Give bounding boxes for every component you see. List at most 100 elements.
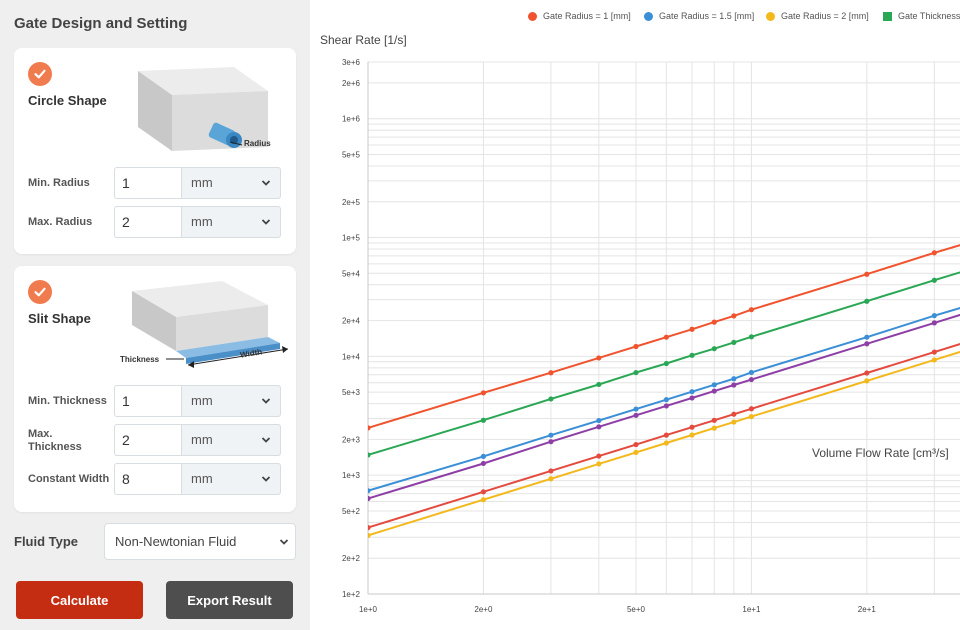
data-point[interactable]: [748, 307, 755, 313]
data-point[interactable]: [633, 406, 639, 412]
data-point[interactable]: [663, 397, 669, 403]
data-point[interactable]: [711, 388, 717, 394]
data-point[interactable]: [689, 389, 695, 395]
data-point[interactable]: [663, 440, 669, 446]
data-point[interactable]: [596, 453, 602, 459]
data-point[interactable]: [480, 417, 487, 423]
data-point[interactable]: [864, 378, 870, 384]
data-point[interactable]: [864, 298, 870, 304]
data-point[interactable]: [596, 381, 602, 388]
data-point[interactable]: [689, 326, 695, 332]
data-point[interactable]: [663, 403, 669, 409]
data-point[interactable]: [689, 424, 695, 430]
data-point[interactable]: [633, 369, 639, 376]
legend-item[interactable]: Gate Thickness: [883, 11, 960, 21]
y-tick-label: 2e+2: [342, 554, 361, 563]
data-point[interactable]: [596, 417, 602, 424]
y-tick-label: 2e+3: [342, 435, 361, 444]
data-point[interactable]: [731, 411, 737, 417]
data-point[interactable]: [480, 390, 487, 396]
data-point[interactable]: [731, 382, 737, 388]
data-point[interactable]: [931, 313, 937, 319]
data-point[interactable]: [548, 370, 554, 376]
data-point[interactable]: [365, 452, 371, 458]
data-point[interactable]: [711, 417, 717, 423]
data-point[interactable]: [931, 357, 937, 363]
max-radius-input[interactable]: [114, 206, 182, 238]
data-point[interactable]: [548, 439, 554, 445]
legend-item[interactable]: Gate Radius = 1.5 [mm]: [644, 11, 754, 21]
data-point[interactable]: [748, 414, 755, 420]
data-point[interactable]: [748, 369, 755, 376]
data-point[interactable]: [663, 432, 669, 438]
calculate-button[interactable]: Calculate: [16, 581, 143, 619]
max-radius-unit-select[interactable]: mm: [181, 206, 281, 238]
data-point[interactable]: [864, 370, 870, 376]
data-point[interactable]: [689, 432, 695, 438]
data-point[interactable]: [596, 355, 602, 361]
data-point[interactable]: [548, 432, 554, 438]
data-point[interactable]: [731, 419, 737, 425]
legend-label: Gate Thickness: [898, 11, 960, 21]
data-point[interactable]: [711, 382, 717, 388]
x-tick-label: 1e+0: [359, 605, 378, 614]
data-point[interactable]: [931, 349, 937, 355]
data-point[interactable]: [365, 525, 371, 531]
data-point[interactable]: [689, 395, 695, 401]
data-point[interactable]: [480, 497, 487, 503]
data-point[interactable]: [633, 441, 639, 448]
data-point[interactable]: [731, 313, 737, 319]
x-tick-label: 5e+0: [627, 605, 646, 614]
data-point[interactable]: [711, 346, 717, 352]
data-point[interactable]: [365, 425, 371, 431]
fluid-type-select[interactable]: Non-Newtonian Fluid: [104, 523, 296, 560]
circle-check-icon[interactable]: [28, 62, 52, 86]
data-point[interactable]: [931, 250, 937, 256]
data-point[interactable]: [864, 341, 870, 347]
data-point[interactable]: [711, 425, 717, 431]
series-line-4: [368, 271, 960, 456]
data-point[interactable]: [633, 343, 639, 350]
data-point[interactable]: [748, 334, 755, 340]
data-point[interactable]: [480, 453, 487, 459]
data-point[interactable]: [633, 412, 639, 418]
data-point[interactable]: [596, 461, 602, 467]
data-point[interactable]: [864, 271, 870, 277]
min-radius-input[interactable]: [114, 167, 182, 199]
constant-width-unit-select[interactable]: mm: [181, 463, 281, 495]
data-point[interactable]: [548, 476, 554, 482]
data-point[interactable]: [931, 320, 937, 326]
slit-check-icon[interactable]: [28, 280, 52, 304]
min-thickness-unit-select[interactable]: mm: [181, 385, 281, 417]
data-point[interactable]: [663, 360, 669, 367]
min-thickness-input[interactable]: [114, 385, 182, 417]
data-point[interactable]: [548, 396, 554, 402]
data-point[interactable]: [365, 488, 371, 494]
data-point[interactable]: [748, 406, 755, 412]
data-point[interactable]: [731, 376, 737, 382]
circle-shape-card[interactable]: Circle Shape Radius Min. Radius mm Max.: [14, 48, 296, 254]
data-point[interactable]: [931, 277, 937, 283]
data-point[interactable]: [731, 339, 737, 346]
data-point[interactable]: [365, 532, 371, 539]
fluid-type-label: Fluid Type: [14, 534, 79, 549]
legend-item[interactable]: Gate Radius = 1 [mm]: [528, 11, 631, 21]
data-point[interactable]: [689, 352, 695, 358]
max-thickness-input[interactable]: [114, 424, 182, 456]
data-point[interactable]: [711, 319, 717, 325]
min-radius-unit-select[interactable]: mm: [181, 167, 281, 199]
data-point[interactable]: [596, 424, 602, 430]
data-point[interactable]: [864, 334, 870, 340]
data-point[interactable]: [365, 495, 371, 502]
slit-shape-card[interactable]: Slit Shape Thickness Width Min. Thicknes…: [14, 266, 296, 512]
max-thickness-unit-select[interactable]: mm: [181, 424, 281, 456]
data-point[interactable]: [748, 376, 755, 383]
export-result-button[interactable]: Export Result: [166, 581, 293, 619]
data-point[interactable]: [663, 334, 669, 340]
legend-item[interactable]: Gate Radius = 2 [mm]: [766, 11, 869, 21]
data-point[interactable]: [480, 460, 487, 467]
data-point[interactable]: [633, 449, 639, 455]
data-point[interactable]: [548, 468, 554, 474]
constant-width-input[interactable]: [114, 463, 182, 495]
data-point[interactable]: [480, 489, 487, 495]
